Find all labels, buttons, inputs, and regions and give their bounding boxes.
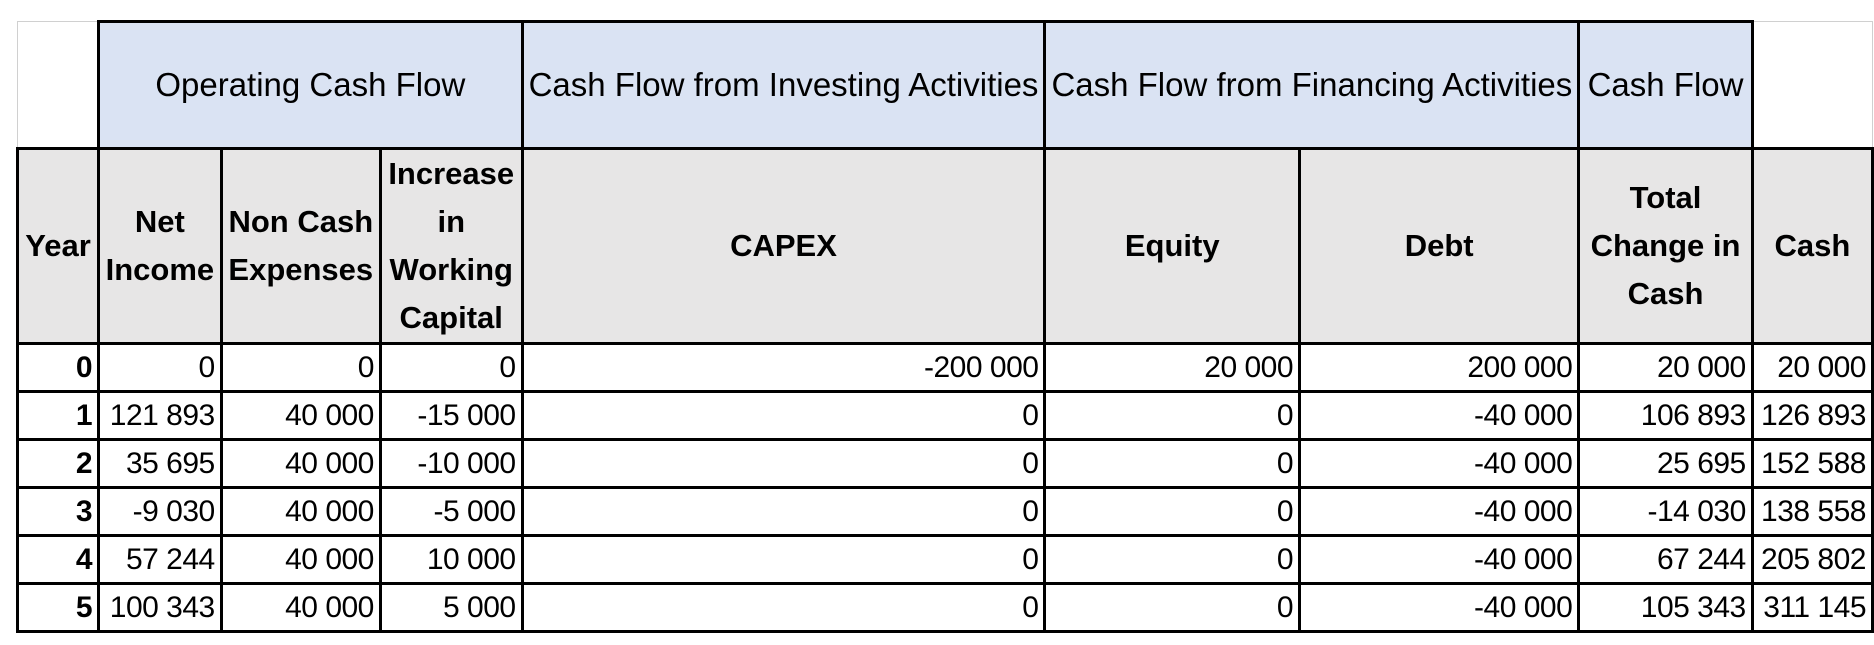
cell-working-capital: -15 000 bbox=[378, 390, 524, 441]
header-debt: Debt bbox=[1298, 147, 1581, 345]
table-row: 5 100 343 40 000 5 000 0 0 -40 000 105 3… bbox=[15, 582, 1874, 633]
cell-working-capital: 5 000 bbox=[378, 582, 524, 633]
cell-cash: 205 802 bbox=[1750, 534, 1874, 585]
column-header-row: Year Net Income Non Cash Expenses Increa… bbox=[15, 147, 1874, 345]
cell-debt: -40 000 bbox=[1298, 534, 1581, 585]
table-row: 0 0 0 0 -200 000 20 000 200 000 20 000 2… bbox=[15, 342, 1874, 393]
cell-cash: 311 145 bbox=[1750, 582, 1874, 633]
cell-working-capital: 10 000 bbox=[378, 534, 524, 585]
cell-working-capital: -10 000 bbox=[378, 438, 524, 489]
cell-net-income: 57 244 bbox=[97, 534, 223, 585]
table-row: 3 -9 030 40 000 -5 000 0 0 -40 000 -14 0… bbox=[15, 486, 1874, 537]
header-equity: Equity bbox=[1043, 147, 1302, 345]
cell-year: 0 bbox=[15, 342, 101, 393]
header-capex: CAPEX bbox=[520, 147, 1047, 345]
cell-equity: 20 000 bbox=[1043, 342, 1302, 393]
header-cash: Cash bbox=[1750, 147, 1874, 345]
cell-total-change: 106 893 bbox=[1577, 390, 1754, 441]
cell-capex: -200 000 bbox=[520, 342, 1047, 393]
cell-total-change: 25 695 bbox=[1577, 438, 1754, 489]
group-financing-activities: Cash Flow from Financing Activities bbox=[1043, 20, 1581, 150]
cell-year: 4 bbox=[15, 534, 101, 585]
group-cash-flow: Cash Flow bbox=[1577, 20, 1754, 150]
cell-total-change: 67 244 bbox=[1577, 534, 1754, 585]
cell-non-cash-expenses: 40 000 bbox=[219, 390, 382, 441]
cell-capex: 0 bbox=[520, 534, 1047, 585]
header-non-cash-expenses: Non Cash Expenses bbox=[219, 147, 382, 345]
table-row: 2 35 695 40 000 -10 000 0 0 -40 000 25 6… bbox=[15, 438, 1874, 489]
cell-cash: 126 893 bbox=[1750, 390, 1874, 441]
table-row: 1 121 893 40 000 -15 000 0 0 -40 000 106… bbox=[15, 390, 1874, 441]
group-operating-cash-flow: Operating Cash Flow bbox=[97, 20, 524, 150]
header-year: Year bbox=[15, 147, 101, 345]
cell-net-income: 0 bbox=[97, 342, 223, 393]
cell-non-cash-expenses: 40 000 bbox=[219, 534, 382, 585]
cell-total-change: 105 343 bbox=[1577, 582, 1754, 633]
cash-flow-table: Operating Cash Flow Cash Flow from Inves… bbox=[15, 20, 1874, 633]
group-header-row: Operating Cash Flow Cash Flow from Inves… bbox=[16, 20, 1874, 150]
cell-working-capital: -5 000 bbox=[378, 486, 524, 537]
cell-net-income: 100 343 bbox=[97, 582, 223, 633]
cell-capex: 0 bbox=[520, 486, 1047, 537]
header-increase-working-capital: Increase in Working Capital bbox=[378, 147, 524, 345]
cell-equity: 0 bbox=[1043, 582, 1302, 633]
cell-year: 2 bbox=[15, 438, 101, 489]
cell-total-change: 20 000 bbox=[1577, 342, 1754, 393]
header-net-income: Net Income bbox=[97, 147, 223, 345]
cell-debt: -40 000 bbox=[1298, 582, 1581, 633]
cell-non-cash-expenses: 40 000 bbox=[219, 438, 382, 489]
cell-cash: 20 000 bbox=[1750, 342, 1874, 393]
header-total-change-in-cash: Total Change in Cash bbox=[1577, 147, 1754, 345]
cell-net-income: 35 695 bbox=[97, 438, 223, 489]
cell-non-cash-expenses: 0 bbox=[219, 342, 382, 393]
cell-total-change: -14 030 bbox=[1577, 486, 1754, 537]
cell-equity: 0 bbox=[1043, 534, 1302, 585]
cell-equity: 0 bbox=[1043, 486, 1302, 537]
cell-equity: 0 bbox=[1043, 438, 1302, 489]
corner-blank-cell bbox=[16, 21, 101, 150]
cell-non-cash-expenses: 40 000 bbox=[219, 486, 382, 537]
cell-working-capital: 0 bbox=[378, 342, 524, 393]
cell-year: 1 bbox=[15, 390, 101, 441]
cell-debt: 200 000 bbox=[1298, 342, 1581, 393]
cell-equity: 0 bbox=[1043, 390, 1302, 441]
cell-capex: 0 bbox=[520, 438, 1047, 489]
cell-debt: -40 000 bbox=[1298, 390, 1581, 441]
right-blank-cell bbox=[1750, 21, 1874, 150]
group-investing-activities: Cash Flow from Investing Activities bbox=[520, 20, 1047, 150]
cell-net-income: -9 030 bbox=[97, 486, 223, 537]
cell-debt: -40 000 bbox=[1298, 486, 1581, 537]
table-row: 4 57 244 40 000 10 000 0 0 -40 000 67 24… bbox=[15, 534, 1874, 585]
cell-non-cash-expenses: 40 000 bbox=[219, 582, 382, 633]
cell-year: 5 bbox=[15, 582, 101, 633]
cell-cash: 152 588 bbox=[1750, 438, 1874, 489]
cell-capex: 0 bbox=[520, 582, 1047, 633]
cell-debt: -40 000 bbox=[1298, 438, 1581, 489]
cell-cash: 138 558 bbox=[1750, 486, 1874, 537]
cell-year: 3 bbox=[15, 486, 101, 537]
cell-net-income: 121 893 bbox=[97, 390, 223, 441]
cell-capex: 0 bbox=[520, 390, 1047, 441]
